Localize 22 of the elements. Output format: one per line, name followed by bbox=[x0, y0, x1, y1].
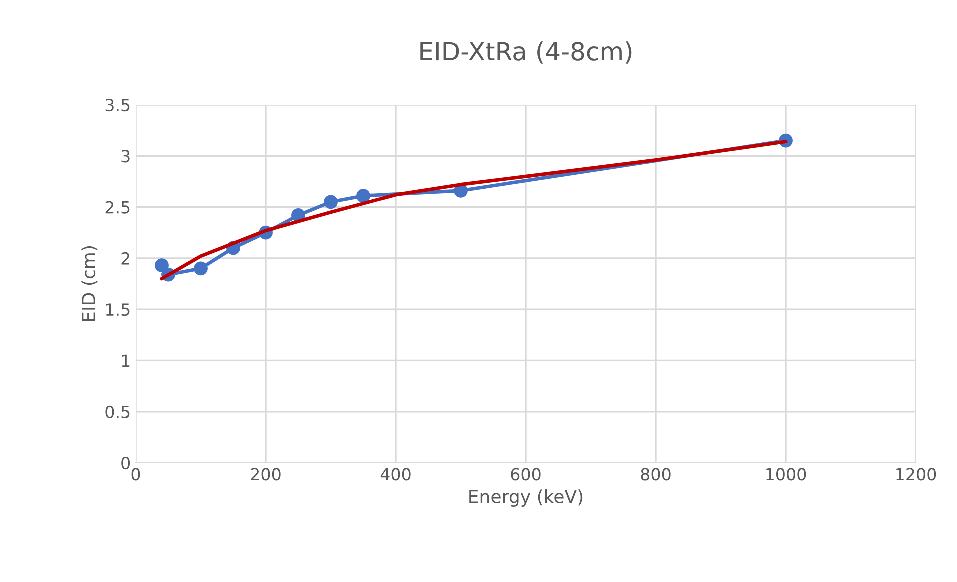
x-tick-label: 0 bbox=[132, 468, 140, 481]
x-tick-label: 400 bbox=[380, 468, 411, 481]
x-tick-label: 600 bbox=[511, 468, 541, 481]
point bbox=[356, 189, 370, 203]
y-tick-label: 3.5 bbox=[106, 98, 130, 112]
x-tick-label: 800 bbox=[641, 468, 671, 481]
y-tick-label: 3 bbox=[122, 150, 130, 163]
y-axis-title: EID (cm) bbox=[82, 246, 98, 322]
y-tick-label: 1 bbox=[122, 354, 130, 368]
y-tick-label: 1.5 bbox=[106, 304, 130, 316]
y-tick-label: 2 bbox=[122, 252, 130, 265]
y-tick-label: 0.5 bbox=[106, 406, 130, 418]
x-axis-title: Energy (keV) bbox=[470, 490, 583, 508]
point bbox=[155, 258, 169, 273]
chart-title: EID-XtRa (4-8cm) bbox=[420, 42, 632, 64]
x-tick-label: 1000 bbox=[766, 468, 806, 481]
x-tick-label: 1200 bbox=[896, 468, 936, 481]
point bbox=[194, 262, 208, 276]
y-tick-label: 2.5 bbox=[106, 201, 130, 214]
x-tick-label: 200 bbox=[251, 468, 281, 481]
y-tick-label: 0 bbox=[122, 456, 130, 470]
point bbox=[324, 195, 338, 210]
